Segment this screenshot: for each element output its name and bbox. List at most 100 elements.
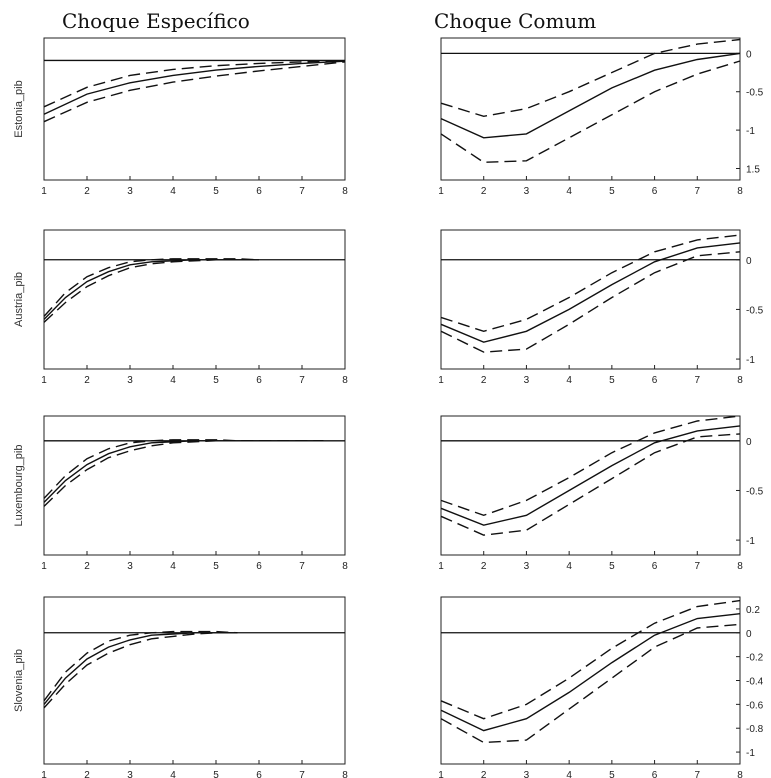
x-tick-label: 6 bbox=[256, 770, 262, 778]
x-tick-label: 3 bbox=[127, 561, 133, 572]
impulse-response-line bbox=[440, 425, 741, 526]
x-tick-label: 4 bbox=[170, 186, 176, 197]
upper-band-line bbox=[43, 630, 238, 702]
x-tick-label: 7 bbox=[695, 375, 701, 386]
x-tick-label: 1 bbox=[438, 770, 444, 778]
x-tick-label: 5 bbox=[213, 561, 219, 572]
y-tick-label: -0.5 bbox=[746, 88, 764, 99]
impulse-response-line bbox=[43, 60, 346, 115]
upper-band-line bbox=[440, 234, 741, 333]
panel-r3-c2: 1 2 3 4 5 6 7 8 0 -0.5 -1 bbox=[438, 415, 764, 572]
x-tick-label: 7 bbox=[299, 186, 305, 197]
x-tick-label: 5 bbox=[213, 770, 219, 778]
x-tick-label: 8 bbox=[737, 770, 743, 778]
x-tick-label: 6 bbox=[652, 186, 658, 197]
x-tick-label: 1 bbox=[438, 561, 444, 572]
x-tick-label: 1 bbox=[41, 561, 47, 572]
impulse-response-line bbox=[440, 52, 741, 139]
upper-band-line bbox=[43, 258, 260, 317]
y-tick-label: 1.5 bbox=[746, 164, 760, 175]
x-tick-label: 1 bbox=[41, 186, 47, 197]
plot-frame bbox=[440, 415, 741, 556]
plot-frame bbox=[43, 596, 346, 765]
y-tick-label: 0 bbox=[746, 629, 752, 640]
y-tick-label: -1 bbox=[746, 355, 755, 366]
x-tick-label: 8 bbox=[342, 770, 348, 778]
plot-frame bbox=[43, 37, 346, 181]
x-tick-label: 3 bbox=[127, 770, 133, 778]
x-tick-label: 6 bbox=[652, 770, 658, 778]
x-tick-label: 4 bbox=[170, 375, 176, 386]
x-tick-label: 7 bbox=[299, 770, 305, 778]
x-tick-label: 6 bbox=[256, 186, 262, 197]
x-tick-label: 5 bbox=[609, 770, 615, 778]
plot-frame bbox=[43, 229, 346, 370]
y-tick-label: -0.6 bbox=[746, 700, 764, 711]
x-tick-label: 8 bbox=[342, 375, 348, 386]
x-tick-label: 7 bbox=[695, 561, 701, 572]
x-tick-label: 4 bbox=[566, 186, 572, 197]
panel-r4-c2: 1 2 3 4 5 6 7 8 0.2 0 -0.2 -0.4 -0.6 -0.8 -1 bbox=[438, 596, 764, 778]
x-tick-label: 1 bbox=[438, 186, 444, 197]
panel-r4-c1: 1 2 3 4 5 6 7 8 Slovenia_pib bbox=[13, 596, 348, 778]
upper-band-line bbox=[43, 60, 346, 108]
impulse-response-line bbox=[440, 613, 741, 732]
y-tick-label: -0.8 bbox=[746, 724, 764, 735]
x-tick-label: 6 bbox=[256, 375, 262, 386]
x-tick-label: 2 bbox=[84, 561, 90, 572]
panel-r1-c2: 1 2 3 4 5 6 7 8 0 -0.5 -1 1.5 bbox=[438, 37, 764, 197]
y-axis-label: Luxembourg_pib bbox=[13, 445, 25, 527]
panel-r2-c2: 1 2 3 4 5 6 7 8 0 -0.5 -1 bbox=[438, 229, 764, 386]
y-tick-label: -1 bbox=[746, 748, 755, 759]
x-tick-label: 4 bbox=[170, 561, 176, 572]
x-tick-label: 3 bbox=[127, 375, 133, 386]
x-tick-label: 5 bbox=[609, 186, 615, 197]
x-tick-label: 3 bbox=[524, 770, 530, 778]
upper-band-line bbox=[43, 439, 324, 499]
x-tick-label: 5 bbox=[609, 375, 615, 386]
y-tick-label: -0.2 bbox=[746, 653, 764, 664]
x-tick-label: 6 bbox=[652, 561, 658, 572]
x-tick-label: 5 bbox=[213, 186, 219, 197]
x-tick-label: 1 bbox=[41, 770, 47, 778]
x-tick-label: 7 bbox=[695, 186, 701, 197]
x-tick-label: 2 bbox=[481, 375, 487, 386]
x-tick-label: 3 bbox=[524, 375, 530, 386]
impulse-response-line bbox=[440, 242, 741, 343]
x-tick-label: 5 bbox=[609, 561, 615, 572]
y-axis-label: Estonia_pib bbox=[13, 80, 25, 138]
plot-frame bbox=[440, 37, 741, 181]
x-tick-label: 4 bbox=[566, 770, 572, 778]
x-tick-label: 8 bbox=[737, 375, 743, 386]
lower-band-line bbox=[440, 433, 741, 536]
lower-band-line bbox=[43, 632, 238, 709]
x-tick-label: 3 bbox=[524, 561, 530, 572]
plot-frame bbox=[43, 415, 346, 556]
y-tick-label: 0.2 bbox=[746, 605, 760, 616]
x-tick-label: 8 bbox=[737, 561, 743, 572]
x-tick-label: 4 bbox=[170, 770, 176, 778]
x-tick-label: 8 bbox=[342, 186, 348, 197]
y-tick-label: 0 bbox=[746, 49, 752, 60]
panel-r2-c1: 1 2 3 4 5 6 7 8 Austria_pib bbox=[13, 229, 348, 386]
plot-frame bbox=[440, 229, 741, 370]
x-tick-label: 2 bbox=[84, 375, 90, 386]
lower-band-line bbox=[43, 61, 346, 123]
impulse-response-line bbox=[43, 632, 238, 705]
panel-r3-c1: 1 2 3 4 5 6 7 8 Luxembourg_pib bbox=[13, 415, 348, 572]
x-tick-label: 3 bbox=[127, 186, 133, 197]
lower-band-line bbox=[43, 259, 259, 323]
x-tick-label: 6 bbox=[652, 375, 658, 386]
x-tick-label: 3 bbox=[524, 186, 530, 197]
y-tick-label: -1 bbox=[746, 126, 755, 137]
x-tick-label: 7 bbox=[299, 561, 305, 572]
y-tick-label: -0.4 bbox=[746, 677, 764, 688]
y-axis-label: Slovenia_pib bbox=[13, 649, 25, 712]
x-tick-label: 2 bbox=[84, 186, 90, 197]
x-tick-label: 2 bbox=[481, 561, 487, 572]
x-tick-label: 2 bbox=[481, 186, 487, 197]
lower-band-line bbox=[440, 60, 741, 164]
column-title-choque-comum: Choque Comum bbox=[434, 9, 596, 33]
impulse-response-line bbox=[43, 440, 324, 503]
y-tick-label: 0 bbox=[746, 437, 752, 448]
